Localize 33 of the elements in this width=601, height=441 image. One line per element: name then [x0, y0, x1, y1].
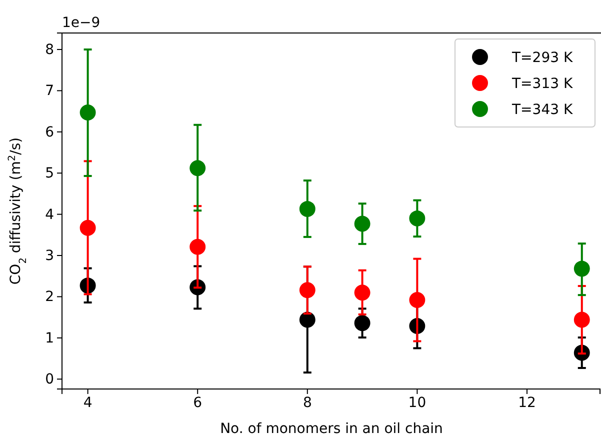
text: 1e−9: [62, 15, 100, 31]
point: [299, 312, 316, 328]
point: [574, 312, 590, 328]
y-tick-label: 7: [45, 83, 54, 100]
point: [190, 238, 206, 255]
y-tick-label: 2: [45, 289, 54, 306]
point: [574, 260, 590, 277]
y-tick-label: 1: [45, 330, 54, 346]
legend-label: T=343 K: [511, 102, 574, 118]
x-tick-label: 12: [518, 394, 536, 411]
y-tick-label: 0: [45, 372, 54, 388]
point: [80, 220, 96, 236]
point: [354, 315, 370, 332]
y-tick-label: 8: [45, 42, 54, 58]
point: [354, 284, 370, 301]
point: [80, 104, 96, 120]
x-tick-label: 4: [83, 394, 92, 411]
point: [409, 292, 426, 308]
point: [299, 200, 316, 217]
x-axis-title: No. of monomers in an oil chain: [220, 421, 443, 437]
point: [299, 282, 316, 298]
x-tick-label: 10: [408, 394, 426, 411]
point: [354, 216, 370, 232]
point: [409, 210, 426, 226]
legend-label: T=293 K: [511, 50, 574, 66]
y-tick-label: 4: [45, 206, 54, 223]
point: [190, 160, 206, 176]
y-tick-label: 3: [45, 248, 54, 264]
y-tick-label: 5: [45, 166, 54, 182]
x-tick-label: 6: [193, 394, 202, 411]
legend-label: T=313 K: [511, 76, 574, 92]
y-tick-label: 6: [45, 124, 54, 140]
x-tick-label: 8: [302, 394, 312, 411]
